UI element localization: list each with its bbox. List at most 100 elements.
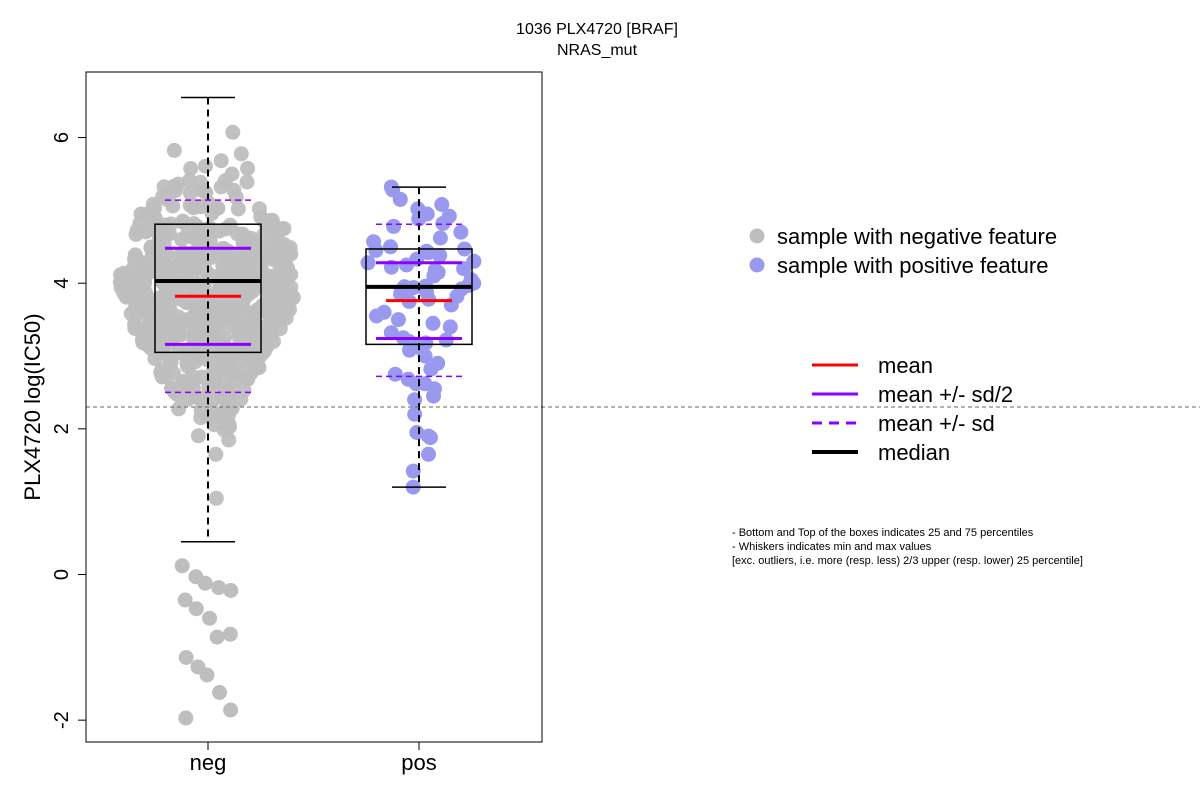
neg-outlier-point bbox=[178, 710, 194, 726]
pos-point bbox=[360, 255, 376, 271]
y-tick-label: -2 bbox=[51, 711, 73, 729]
pos-point bbox=[453, 224, 469, 240]
pos-point bbox=[368, 242, 384, 258]
neg-point bbox=[188, 389, 204, 405]
chart-subtitle: NRAS_mut bbox=[557, 42, 638, 59]
pos-point bbox=[411, 211, 427, 227]
pos-point bbox=[432, 248, 448, 263]
pos-point bbox=[426, 388, 441, 404]
neg-point bbox=[214, 389, 230, 405]
neg-point bbox=[140, 316, 156, 332]
neg-point bbox=[190, 428, 206, 444]
neg-point bbox=[200, 221, 216, 237]
neg-point bbox=[182, 185, 198, 201]
pos-box bbox=[365, 248, 473, 346]
neg-point bbox=[128, 286, 143, 302]
pos-point bbox=[422, 430, 438, 446]
plot-frame bbox=[85, 71, 543, 743]
legend-layer: sample with negative feature sample with … bbox=[732, 224, 1083, 567]
pos-point bbox=[409, 425, 425, 440]
points-layer bbox=[112, 124, 482, 726]
neg-point bbox=[233, 146, 249, 162]
x-tick-label: pos bbox=[401, 750, 436, 775]
neg-point bbox=[198, 158, 213, 174]
neg-point bbox=[158, 333, 174, 349]
neg-point bbox=[235, 299, 251, 315]
pos-point bbox=[456, 261, 472, 277]
neg-point bbox=[201, 196, 217, 212]
neg-point bbox=[203, 318, 219, 334]
pos-point bbox=[434, 197, 450, 212]
neg-point bbox=[130, 302, 146, 318]
neg-point bbox=[208, 446, 224, 462]
neg-point bbox=[137, 271, 153, 287]
neg-outlier-point bbox=[209, 629, 225, 645]
neg-point bbox=[276, 255, 292, 271]
neg-point bbox=[240, 160, 256, 176]
pos-point bbox=[432, 230, 448, 246]
neg-point bbox=[170, 176, 186, 192]
neg-point bbox=[266, 333, 281, 349]
pos-point bbox=[399, 257, 414, 273]
legend-note: - Whiskers indicates min and max values bbox=[732, 541, 932, 553]
pos-point bbox=[421, 446, 436, 462]
neg-point bbox=[189, 298, 205, 314]
neg-outlier-point bbox=[212, 685, 227, 700]
neg-point bbox=[208, 490, 224, 506]
neg-point bbox=[245, 234, 261, 250]
neg-point bbox=[241, 286, 257, 302]
pos-point bbox=[425, 315, 441, 331]
y-axis-label: PLX4720 log(IC50) bbox=[20, 313, 45, 500]
neg-point bbox=[230, 201, 246, 217]
neg-point bbox=[170, 387, 185, 403]
neg-point bbox=[132, 254, 148, 270]
legend-line-label: median bbox=[878, 440, 950, 465]
neg-point bbox=[240, 322, 256, 338]
neg-point bbox=[205, 370, 221, 386]
neg-point bbox=[192, 174, 208, 190]
neg-point bbox=[180, 374, 196, 390]
pos-point bbox=[426, 268, 442, 284]
neg-outlier-point bbox=[222, 626, 238, 642]
neg-point bbox=[194, 369, 210, 385]
y-tick-label: 0 bbox=[51, 569, 73, 580]
neg-point bbox=[227, 267, 243, 283]
neg-point bbox=[171, 401, 187, 417]
neg-point bbox=[264, 228, 280, 244]
neg-outlier-point bbox=[188, 601, 204, 617]
neg-point bbox=[222, 352, 238, 368]
neg-point bbox=[224, 364, 240, 380]
neg-box bbox=[154, 223, 262, 354]
legend-note: - Bottom and Top of the boxes indicates … bbox=[732, 527, 1034, 539]
neg-point bbox=[211, 223, 227, 239]
neg-point bbox=[185, 258, 201, 274]
neg-point bbox=[143, 340, 159, 356]
chart-title: 1036 PLX4720 [BRAF] bbox=[516, 21, 678, 38]
neg-outlier-point bbox=[202, 610, 218, 626]
axes-layer: -2 0 2 4 6 neg pos bbox=[51, 71, 1200, 775]
neg-point bbox=[258, 267, 274, 283]
neg-outlier-point bbox=[199, 667, 215, 683]
neg-point bbox=[182, 197, 198, 213]
neg-outlier-point bbox=[178, 650, 194, 665]
neg-point bbox=[139, 206, 155, 222]
neg-point bbox=[162, 310, 178, 326]
neg-point bbox=[189, 318, 205, 334]
pos-point bbox=[392, 191, 408, 207]
neg-point bbox=[151, 293, 167, 309]
neg-point bbox=[206, 296, 222, 312]
neg-outlier-point bbox=[223, 583, 239, 598]
legend-point-label: sample with negative feature bbox=[777, 224, 1057, 249]
neg-point bbox=[191, 242, 207, 258]
neg-point bbox=[264, 212, 280, 228]
neg-point bbox=[152, 242, 168, 258]
y-tick-label: 2 bbox=[51, 423, 73, 434]
pos-point bbox=[383, 325, 399, 341]
neg-point bbox=[235, 346, 251, 361]
pos-point bbox=[417, 376, 433, 392]
neg-point bbox=[116, 285, 132, 301]
neg-point bbox=[282, 240, 298, 256]
pos-point bbox=[405, 463, 421, 479]
neg-point bbox=[175, 213, 191, 229]
neg-point bbox=[240, 371, 256, 387]
